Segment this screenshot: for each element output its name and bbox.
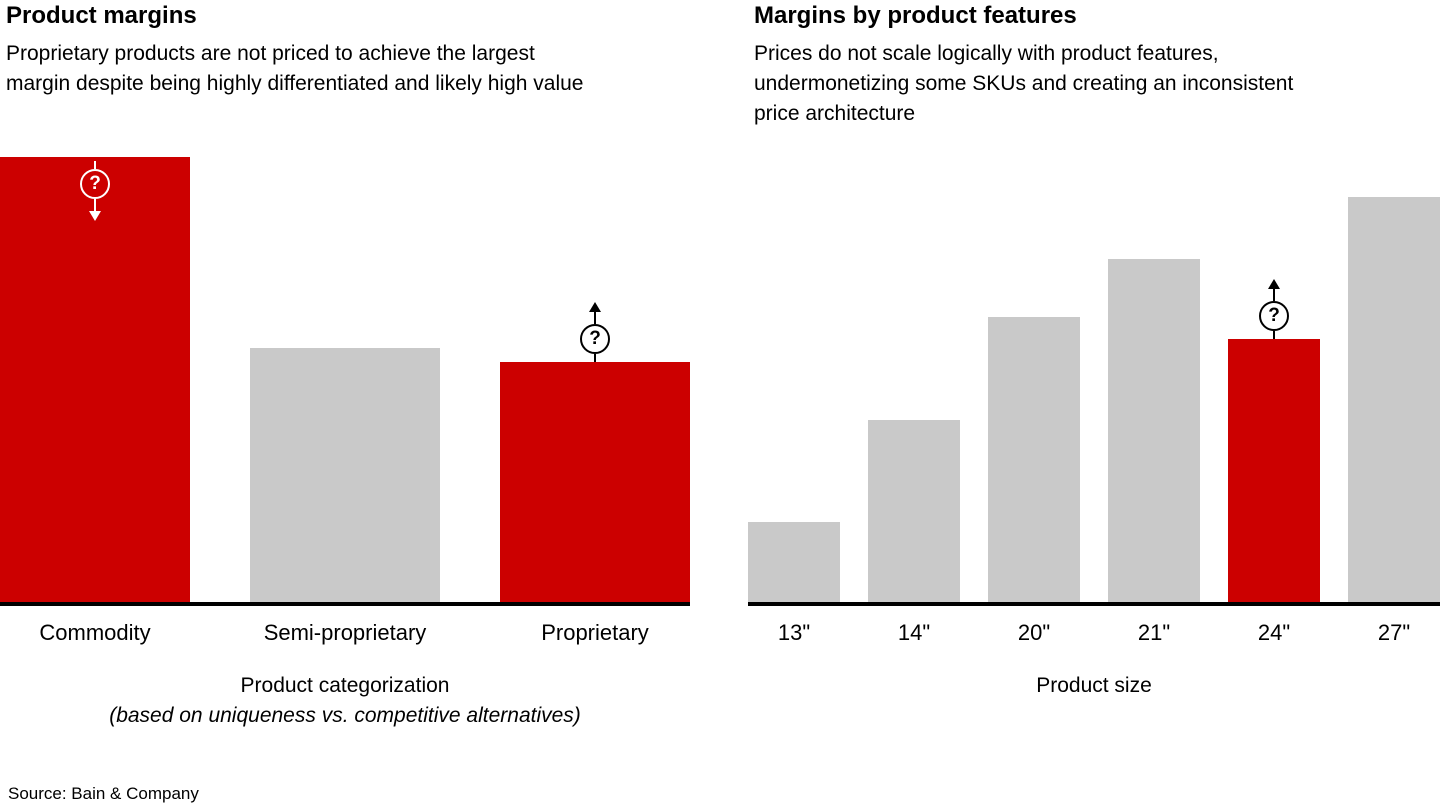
arrow-stem: [594, 311, 596, 324]
bar-column-14: [868, 157, 960, 602]
bar-13: [748, 521, 840, 602]
category-label-13: 13": [777, 620, 811, 645]
bar-column-27: [1348, 157, 1440, 602]
source-note: Source: Bain & Company: [8, 784, 199, 803]
right-chart-x-axis-label: Product size: [1036, 674, 1152, 697]
arrow-head: [1268, 279, 1280, 290]
category-label-24: 24": [1257, 620, 1291, 645]
product-margins-panel: Product margins Proprietary products are…: [0, 2, 690, 728]
category-label-commodity: Commodity: [39, 620, 151, 645]
left-chart-x-axis-label: Product categorization: [240, 674, 450, 697]
right-chart-category-labels: 13" 14" 20" 21" 24" 27": [748, 620, 1440, 646]
right-chart-plot: ?: [748, 157, 1440, 602]
chart-panels: Product margins Proprietary products are…: [0, 2, 1440, 728]
question-arrow-up-icon: ?: [1259, 279, 1289, 340]
bar-column-24: ?: [1228, 157, 1320, 602]
bar-27: [1348, 197, 1440, 602]
margins-by-features-panel: Margins by product features Prices do no…: [748, 2, 1440, 728]
left-chart-header: Product margins Proprietary products are…: [0, 2, 690, 157]
bar-column-20: [988, 157, 1080, 602]
bar-column-21: [1108, 157, 1200, 602]
category-label-proprietary: Proprietary: [541, 620, 649, 645]
right-chart-header: Margins by product features Prices do no…: [748, 2, 1440, 157]
right-chart-subtitle: Prices do not scale logically with produ…: [754, 41, 1294, 125]
left-chart-title: Product margins: [6, 2, 197, 29]
bar-proprietary: [500, 361, 690, 602]
arrow-stem: [94, 161, 96, 169]
category-label-14: 14": [897, 620, 931, 645]
question-mark-circle: ?: [80, 169, 110, 199]
right-chart-axis-line: [748, 602, 1440, 606]
bar-21: [1108, 259, 1200, 602]
question-arrow-down-icon: ?: [80, 161, 110, 221]
arrow-head: [89, 211, 101, 221]
bar-20: [988, 317, 1080, 602]
arrow-stem: [594, 353, 596, 362]
left-chart-category-labels: Commodity Semi-proprietary Proprietary: [0, 620, 690, 646]
category-label-21: 21": [1137, 620, 1171, 645]
bar-commodity: [0, 157, 190, 602]
bar-14: [868, 419, 960, 602]
left-chart-x-axis-note: (based on uniqueness vs. competitive alt…: [109, 704, 581, 727]
category-label-semi-proprietary: Semi-proprietary: [263, 620, 427, 645]
bar-column-commodity: ?: [0, 157, 190, 602]
arrow-head: [589, 301, 601, 312]
left-chart-axis-line: [0, 602, 690, 606]
left-chart-plot: ??: [0, 157, 690, 602]
question-mark-circle: ?: [1259, 301, 1289, 332]
right-chart-title: Margins by product features: [754, 2, 1077, 29]
bar-column-proprietary: ?: [500, 157, 690, 602]
category-label-20: 20": [1017, 620, 1051, 645]
bar-semi-proprietary: [250, 348, 440, 602]
left-chart-subtitle: Proprietary products are not priced to a…: [6, 41, 584, 95]
question-arrow-up-icon: ?: [580, 301, 610, 362]
bar-column-13: [748, 157, 840, 602]
arrow-stem: [1273, 289, 1275, 302]
bar-24: [1228, 339, 1320, 602]
bar-column-semi-proprietary: [250, 157, 440, 602]
category-label-27: 27": [1377, 620, 1411, 645]
arrow-stem: [1273, 331, 1275, 340]
question-mark-circle: ?: [580, 323, 610, 354]
arrow-stem: [94, 199, 96, 211]
